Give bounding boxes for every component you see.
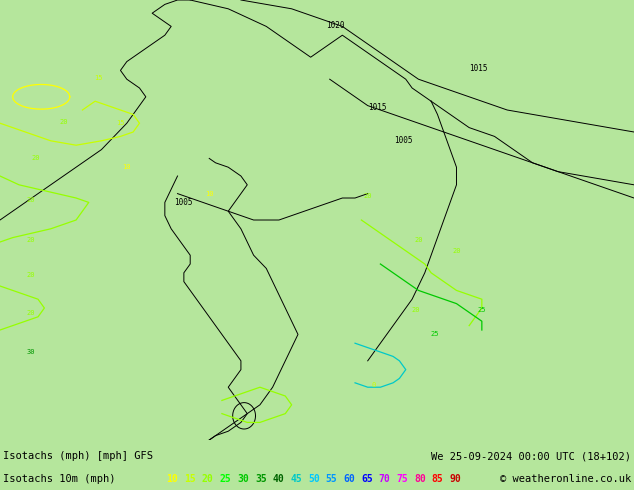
Text: 25: 25 <box>477 307 486 313</box>
Text: 0: 0 <box>372 382 376 388</box>
Text: 15: 15 <box>184 474 196 484</box>
Text: 55: 55 <box>326 474 337 484</box>
Text: 25: 25 <box>219 474 231 484</box>
Text: 75: 75 <box>396 474 408 484</box>
Text: 50: 50 <box>308 474 320 484</box>
Text: 20: 20 <box>26 272 35 278</box>
Text: 20: 20 <box>26 237 35 243</box>
Text: 20: 20 <box>59 119 68 125</box>
Text: 20: 20 <box>32 155 41 161</box>
Text: 20: 20 <box>414 237 423 243</box>
Text: 15: 15 <box>116 120 125 126</box>
Text: 65: 65 <box>361 474 373 484</box>
Text: 20: 20 <box>26 310 35 316</box>
Text: We 25-09-2024 00:00 UTC (18+102): We 25-09-2024 00:00 UTC (18+102) <box>432 451 631 461</box>
Text: 20: 20 <box>452 248 461 254</box>
Text: 15: 15 <box>94 75 103 81</box>
Text: 45: 45 <box>290 474 302 484</box>
Text: 20: 20 <box>411 307 420 313</box>
Text: 30: 30 <box>26 349 35 355</box>
Text: 85: 85 <box>432 474 443 484</box>
Text: 90: 90 <box>450 474 461 484</box>
Text: 35: 35 <box>255 474 267 484</box>
Text: 10: 10 <box>205 191 214 196</box>
Text: 1005: 1005 <box>174 198 193 207</box>
Text: 1020: 1020 <box>326 21 345 30</box>
Text: 10: 10 <box>122 164 131 170</box>
Text: 80: 80 <box>414 474 426 484</box>
Text: 10: 10 <box>167 474 178 484</box>
Text: 30: 30 <box>237 474 249 484</box>
Text: © weatheronline.co.uk: © weatheronline.co.uk <box>500 474 631 484</box>
Text: 70: 70 <box>378 474 391 484</box>
Text: 25: 25 <box>430 331 439 338</box>
Text: 40: 40 <box>273 474 285 484</box>
Text: 1015: 1015 <box>368 103 387 112</box>
Text: 60: 60 <box>343 474 355 484</box>
Text: 1015: 1015 <box>469 64 488 73</box>
Text: 20: 20 <box>363 193 372 199</box>
Text: Isotachs 10m (mph): Isotachs 10m (mph) <box>3 474 115 484</box>
Text: 20: 20 <box>26 197 35 203</box>
Text: Isotachs (mph) [mph] GFS: Isotachs (mph) [mph] GFS <box>3 451 153 461</box>
Text: 20: 20 <box>202 474 214 484</box>
Text: 1005: 1005 <box>394 136 413 146</box>
